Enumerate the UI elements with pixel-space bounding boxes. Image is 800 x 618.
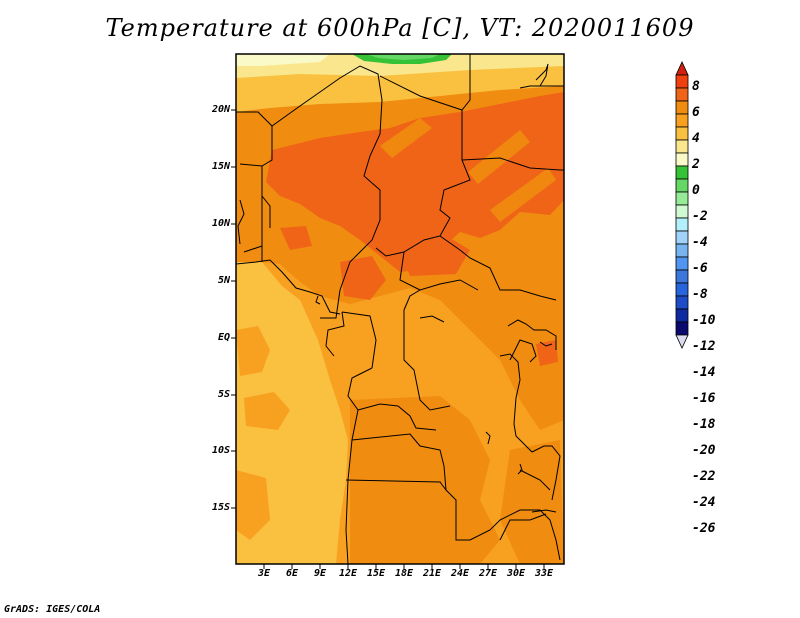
axis-ticks	[231, 109, 545, 569]
colorbar-swatch	[675, 178, 689, 193]
colorbar-label: -2	[692, 209, 708, 224]
colorbar-label: -8	[692, 287, 708, 302]
colorbar	[675, 61, 689, 349]
colorbar-label: -18	[692, 417, 716, 432]
lat-label-10n: 10N	[211, 218, 230, 229]
temperature-field	[236, 54, 564, 564]
lat-label-5s: 5S	[217, 389, 230, 400]
colorbar-label: -6	[692, 261, 708, 276]
lon-label-21e: 21E	[422, 568, 442, 579]
lon-label-24e: 24E	[450, 568, 470, 579]
lon-label-12e: 12E	[338, 568, 358, 579]
colorbar-label: -10	[692, 313, 716, 328]
map-title: Temperature at 600hPa [C], VT: 202001160…	[105, 14, 695, 42]
colorbar-swatch	[675, 165, 689, 180]
lon-label-27e: 27E	[478, 568, 498, 579]
colorbar-swatch	[675, 87, 689, 102]
colorbar-swatch	[675, 191, 689, 206]
colorbar-swatch	[675, 295, 689, 310]
colorbar-swatch	[675, 152, 689, 167]
colorbar-swatch	[675, 321, 689, 336]
colorbar-swatch	[675, 334, 689, 349]
lat-label-5n: 5N	[217, 275, 230, 286]
colorbar-swatch	[675, 243, 689, 258]
colorbar-label: -4	[692, 235, 708, 250]
colorbar-swatch	[675, 217, 689, 232]
colorbar-label: -22	[692, 469, 716, 484]
colorbar-label: 8	[692, 79, 700, 94]
colorbar-swatch	[675, 230, 689, 245]
colorbar-swatch	[675, 126, 689, 141]
lat-label-eq: EQ	[217, 332, 230, 343]
lat-label-15s: 15S	[211, 502, 230, 513]
colorbar-swatch	[675, 139, 689, 154]
colorbar-swatch	[675, 204, 689, 219]
grads-credit: GrADS: IGES/COLA	[4, 604, 101, 615]
lon-label-30e: 30E	[506, 568, 526, 579]
lon-label-15e: 15E	[366, 568, 386, 579]
country-boundaries	[236, 54, 564, 564]
lat-label-15n: 15N	[211, 161, 230, 172]
colorbar-label: -12	[692, 339, 716, 354]
colorbar-swatch	[675, 61, 689, 76]
colorbar-swatch	[675, 282, 689, 297]
lon-label-18e: 18E	[394, 568, 414, 579]
lon-label-33e: 33E	[534, 568, 554, 579]
colorbar-label: 4	[692, 131, 700, 146]
colorbar-label: 6	[692, 105, 700, 120]
colorbar-swatch	[675, 113, 689, 128]
colorbar-label: 0	[692, 183, 700, 198]
colorbar-label: 2	[692, 157, 700, 172]
plot-frame	[235, 53, 565, 565]
lat-label-20n: 20N	[211, 104, 230, 115]
colorbar-label: -20	[692, 443, 716, 458]
colorbar-label: -24	[692, 495, 716, 510]
lat-label-10s: 10S	[211, 445, 230, 456]
colorbar-swatch	[675, 308, 689, 323]
colorbar-label: -26	[692, 521, 716, 536]
lon-label-9e: 9E	[313, 568, 327, 579]
colorbar-label: -14	[692, 365, 716, 380]
colorbar-swatch	[675, 74, 689, 89]
colorbar-label: -16	[692, 391, 716, 406]
colorbar-swatch	[675, 269, 689, 284]
colorbar-swatch	[675, 256, 689, 271]
lon-label-6e: 6E	[285, 568, 299, 579]
lon-label-3e: 3E	[257, 568, 271, 579]
colorbar-swatch	[675, 100, 689, 115]
